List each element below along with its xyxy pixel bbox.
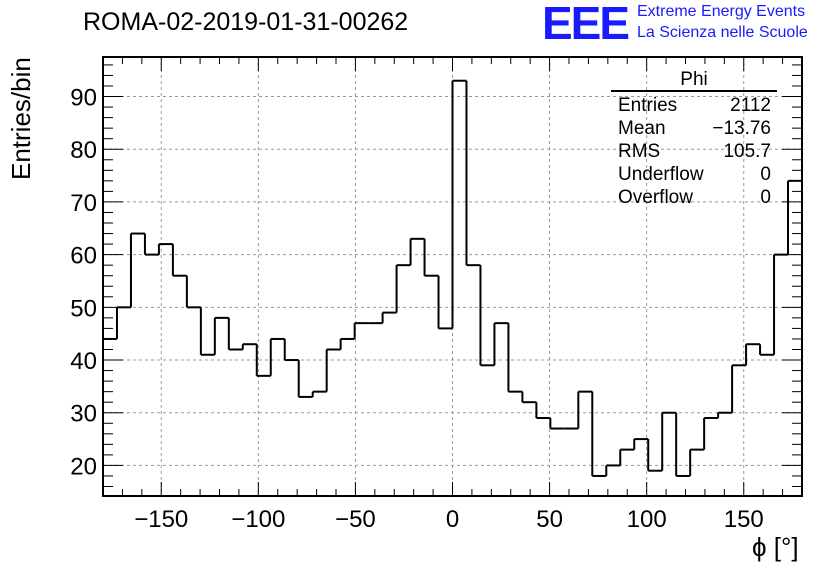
y-tick-label: 30 (70, 401, 97, 428)
eee-logo: EEE (542, 0, 630, 49)
stats-label: Underflow (618, 164, 704, 185)
y-tick-label: 40 (70, 348, 97, 375)
y-tick-label: 70 (70, 190, 97, 217)
stats-label: Overflow (618, 187, 693, 208)
stats-row-rms: RMS 105.7 (611, 140, 777, 163)
stats-label: RMS (618, 141, 661, 162)
y-tick-label: 60 (70, 243, 97, 270)
logo-subtitle-line2: La Scienza nelle Scuole (637, 24, 808, 41)
x-tick-label: 0 (446, 506, 459, 533)
stats-row-mean: Mean −13.76 (611, 117, 777, 140)
x-tick-label: −50 (335, 506, 376, 533)
x-axis-label: ϕ [°] (752, 532, 799, 562)
x-tick-label: 100 (627, 506, 667, 533)
tick-labels: −150 −100 −50 0 50 100 150 20 30 40 50 60 70 80 90 (70, 85, 763, 533)
stats-value: 105.7 (723, 141, 771, 162)
x-tick-label: 150 (724, 506, 764, 533)
y-tick-label: 20 (70, 453, 97, 480)
stats-title: Phi (611, 70, 777, 92)
stats-value: 0 (760, 164, 771, 185)
y-tick-label: 50 (70, 295, 97, 322)
x-tick-label: −100 (231, 506, 285, 533)
axis-ticks (102, 57, 803, 496)
stats-label: Mean (618, 118, 666, 139)
x-tick-label: 50 (536, 506, 563, 533)
chart-title: ROMA-02-2019-01-31-00262 (83, 8, 409, 36)
plot-frame (102, 56, 803, 497)
x-tick-label: −150 (134, 506, 188, 533)
stats-label: Entries (618, 95, 678, 116)
stats-value: 0 (760, 187, 771, 208)
logo-subtitle-line1: Extreme Energy Events (637, 3, 806, 20)
y-tick-label: 90 (70, 85, 97, 112)
stats-value: −13.76 (712, 118, 771, 139)
y-tick-label: 80 (70, 137, 97, 164)
stats-row-underflow: Underflow 0 (611, 163, 777, 186)
stats-row-overflow: Overflow 0 (611, 186, 777, 209)
stats-row-entries: Entries 2112 (611, 94, 777, 117)
stats-box: Phi Entries 2112 Mean −13.76 RMS 105.7 U… (611, 70, 777, 209)
stats-value: 2112 (730, 95, 771, 116)
